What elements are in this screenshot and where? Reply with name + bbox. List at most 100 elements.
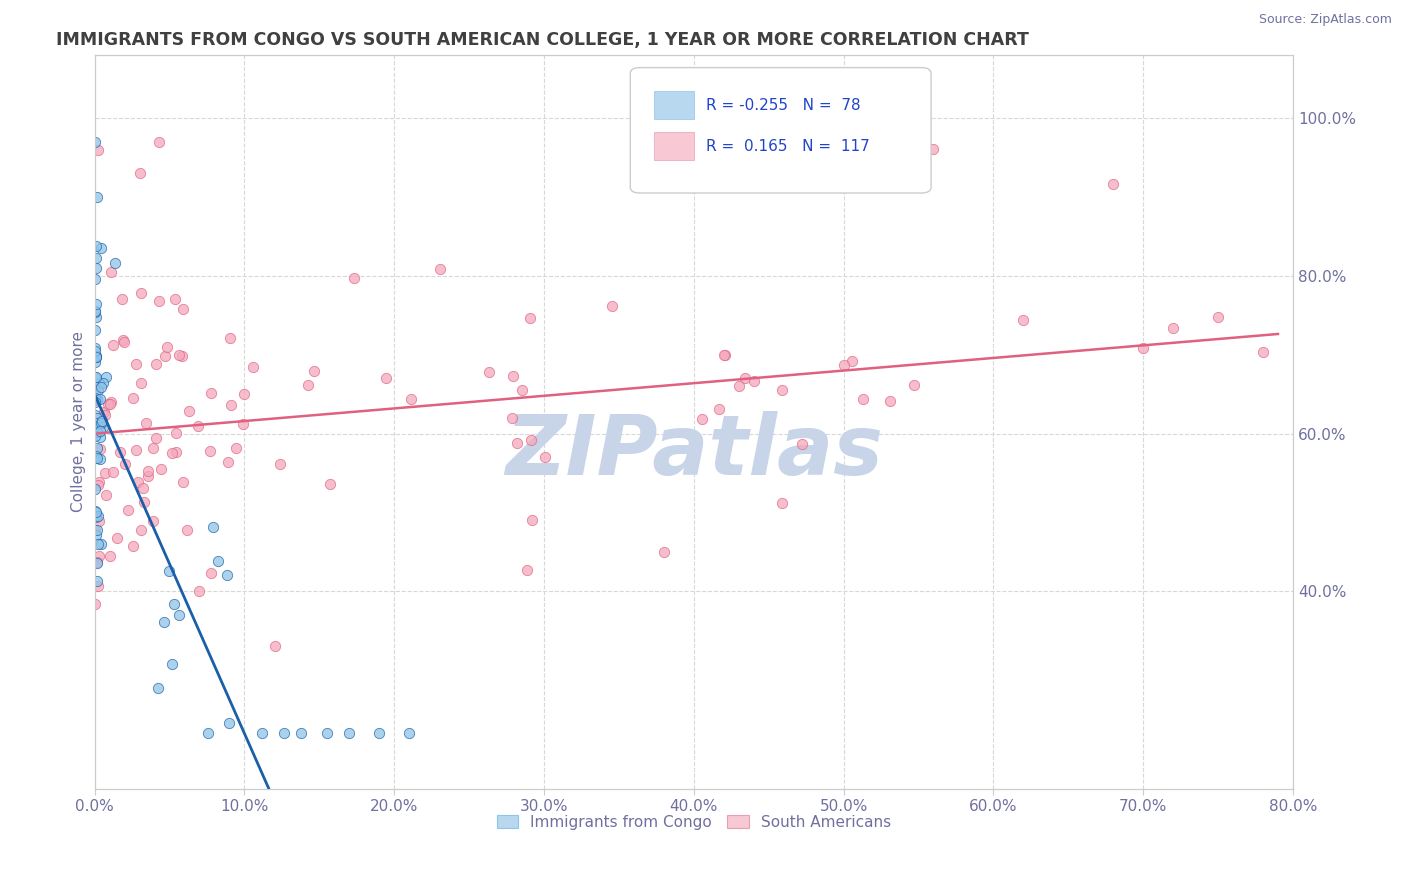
Point xyxy=(343,271,366,285)
Point xyxy=(165,425,187,440)
Point xyxy=(84,350,107,364)
FancyBboxPatch shape xyxy=(630,68,931,193)
Point xyxy=(232,417,254,432)
Point xyxy=(790,436,813,450)
Point xyxy=(90,414,112,428)
Point xyxy=(519,310,541,325)
Point xyxy=(100,265,122,279)
Point xyxy=(98,549,121,563)
Point xyxy=(111,333,134,347)
Point xyxy=(218,715,240,730)
Point xyxy=(1251,345,1274,359)
Point xyxy=(83,391,105,405)
Point xyxy=(90,416,112,430)
Point xyxy=(86,508,108,523)
Point xyxy=(219,398,242,412)
Point xyxy=(87,478,110,492)
Point xyxy=(96,397,118,411)
Point xyxy=(1161,320,1184,334)
Point xyxy=(1132,341,1154,355)
Point xyxy=(510,383,533,397)
Point xyxy=(84,310,107,325)
Point xyxy=(108,445,131,459)
Point xyxy=(478,365,501,379)
Point xyxy=(84,303,107,318)
Point xyxy=(86,556,108,570)
Point xyxy=(297,377,319,392)
Point xyxy=(734,371,756,385)
Text: IMMIGRANTS FROM CONGO VS SOUTH AMERICAN COLLEGE, 1 YEAR OR MORE CORRELATION CHAR: IMMIGRANTS FROM CONGO VS SOUTH AMERICAN … xyxy=(56,31,1029,49)
Point xyxy=(117,502,139,516)
Point xyxy=(89,514,111,528)
Point xyxy=(188,583,211,598)
FancyBboxPatch shape xyxy=(654,91,693,119)
Point xyxy=(90,242,112,256)
Point xyxy=(90,379,112,393)
Point xyxy=(176,523,198,537)
Point xyxy=(534,450,557,464)
Point xyxy=(84,510,107,524)
Point xyxy=(770,383,793,397)
Point xyxy=(129,376,152,390)
Point xyxy=(201,520,224,534)
Point xyxy=(129,285,152,300)
Point xyxy=(86,392,108,407)
Point xyxy=(83,272,105,286)
Point xyxy=(136,469,159,483)
Point xyxy=(714,348,737,362)
Point xyxy=(128,166,150,180)
Point xyxy=(111,292,134,306)
Point xyxy=(96,370,118,384)
Point xyxy=(250,726,273,740)
Point xyxy=(86,523,108,537)
Text: R = -0.255   N =  78: R = -0.255 N = 78 xyxy=(706,97,860,112)
Point xyxy=(429,261,451,276)
Point xyxy=(86,411,108,425)
Point xyxy=(142,442,165,456)
Point xyxy=(197,726,219,740)
Point xyxy=(1102,178,1125,192)
Point xyxy=(93,405,115,419)
Point xyxy=(127,475,149,490)
Point xyxy=(84,528,107,542)
Point xyxy=(86,574,108,588)
Point xyxy=(187,419,209,434)
Point xyxy=(114,458,136,472)
Point xyxy=(84,450,107,465)
Point xyxy=(727,379,749,393)
Point xyxy=(101,338,124,352)
Point xyxy=(94,488,117,502)
Text: ZIPatlas: ZIPatlas xyxy=(505,410,883,491)
Point xyxy=(93,408,115,422)
Point xyxy=(179,404,201,418)
Point xyxy=(89,376,111,391)
Point xyxy=(165,445,187,459)
Point xyxy=(149,462,172,476)
Point xyxy=(83,523,105,537)
Point xyxy=(84,370,107,384)
Point xyxy=(86,451,108,466)
Point xyxy=(86,425,108,440)
Point xyxy=(163,597,186,611)
Point xyxy=(84,449,107,463)
Point xyxy=(87,383,110,397)
Point xyxy=(690,412,713,426)
Point xyxy=(84,305,107,319)
Point xyxy=(148,294,170,309)
Point xyxy=(879,393,901,408)
Point xyxy=(399,392,422,407)
Point xyxy=(84,349,107,363)
Point xyxy=(156,340,179,354)
Point xyxy=(89,424,111,438)
Point xyxy=(86,392,108,407)
Point xyxy=(83,419,105,434)
Point xyxy=(89,549,111,563)
Point xyxy=(121,391,143,405)
Point xyxy=(146,681,169,696)
Point xyxy=(87,143,110,157)
Point xyxy=(165,292,187,306)
Point xyxy=(86,555,108,569)
Point xyxy=(83,355,105,369)
Point xyxy=(501,410,523,425)
Point xyxy=(84,351,107,365)
